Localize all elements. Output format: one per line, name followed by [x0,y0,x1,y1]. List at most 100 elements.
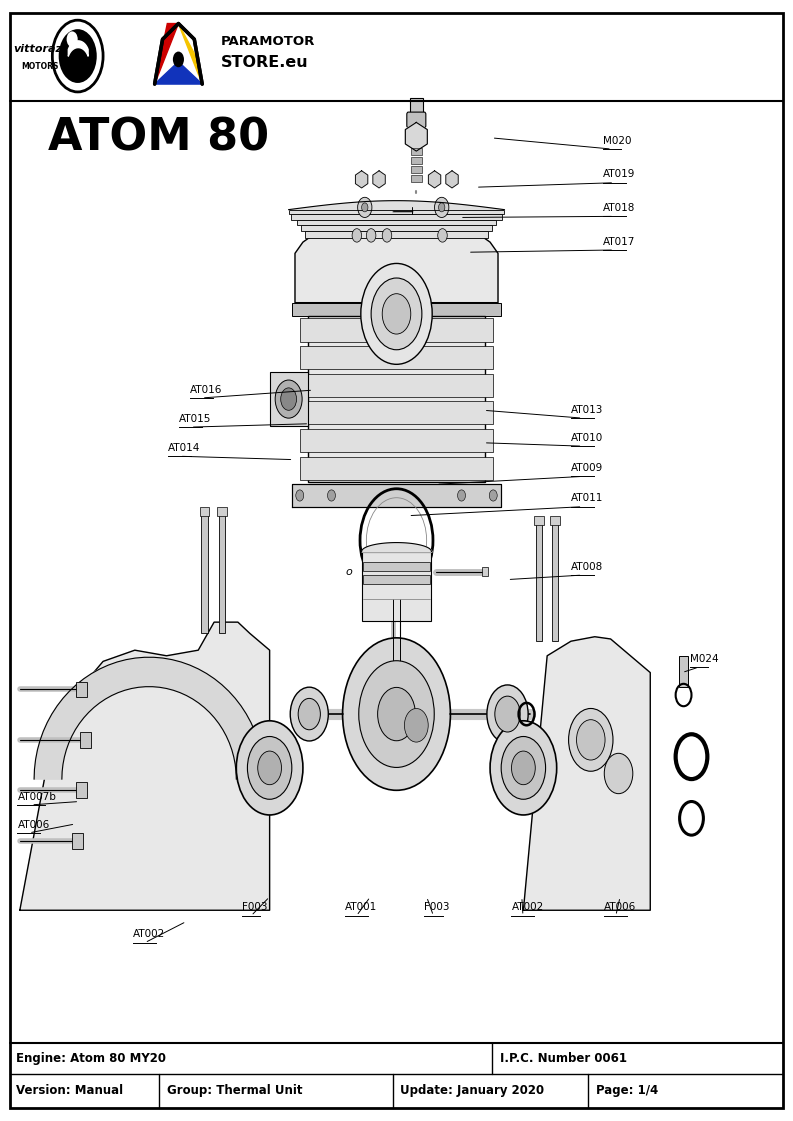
Bar [76,682,87,697]
Circle shape [404,708,428,742]
Circle shape [487,685,528,743]
Bar [363,562,430,571]
Circle shape [577,720,605,760]
Bar [679,656,688,687]
Text: AT009: AT009 [571,463,603,473]
Polygon shape [34,657,264,779]
Polygon shape [373,170,385,188]
Text: AT007b: AT007b [17,791,56,802]
Text: AT008: AT008 [571,562,603,572]
Text: Page: 1/4: Page: 1/4 [596,1084,658,1097]
Bar [10,1043,783,1108]
Text: AT006: AT006 [17,819,50,830]
Text: AT018: AT018 [603,203,635,213]
Polygon shape [295,238,498,303]
Text: F003: F003 [242,902,267,912]
Circle shape [458,490,465,501]
Text: AT002: AT002 [133,929,166,939]
Circle shape [495,696,520,732]
Circle shape [361,263,432,364]
Circle shape [362,203,368,212]
Polygon shape [405,122,427,151]
FancyBboxPatch shape [407,112,426,128]
Bar [291,214,502,220]
Bar [411,157,422,164]
Polygon shape [446,170,458,188]
Bar [305,231,488,238]
Bar [301,225,492,231]
Circle shape [358,660,435,768]
Text: ATOM 80: ATOM 80 [48,117,269,159]
Bar [76,782,87,798]
Text: Engine: Atom 80 MY20: Engine: Atom 80 MY20 [16,1051,166,1065]
Polygon shape [523,637,650,910]
Circle shape [569,708,613,771]
Text: PARAMOTOR: PARAMOTOR [220,35,315,48]
Bar [300,373,493,397]
Bar [411,148,422,155]
Circle shape [328,490,335,501]
Circle shape [377,687,416,741]
Circle shape [511,751,535,785]
Text: AT011: AT011 [571,493,603,503]
Text: M024: M024 [690,654,718,664]
Circle shape [382,229,392,242]
Polygon shape [20,622,270,910]
Circle shape [371,278,422,350]
Text: M020: M020 [603,136,631,146]
Bar [300,401,493,425]
Circle shape [352,229,362,242]
Polygon shape [155,24,178,84]
Text: STORE.eu: STORE.eu [220,55,308,71]
Text: AT006: AT006 [604,902,637,912]
Text: AT002: AT002 [511,902,544,912]
Bar [219,510,225,633]
Circle shape [281,388,297,410]
Circle shape [366,229,376,242]
Bar [410,98,423,118]
Bar [411,166,422,173]
Circle shape [258,751,282,785]
Bar [363,575,430,584]
Bar [362,552,431,621]
Text: AT016: AT016 [190,385,223,395]
Text: AT014: AT014 [168,443,201,453]
Bar [297,220,496,225]
Bar [534,516,544,525]
Text: I.P.C. Number 0061: I.P.C. Number 0061 [500,1051,626,1065]
Circle shape [490,721,557,815]
Bar [292,484,501,507]
Bar [552,518,558,641]
Bar [411,175,422,182]
Circle shape [489,490,497,501]
Text: o: o [346,567,352,576]
Text: AT015: AT015 [179,414,212,424]
Circle shape [501,736,546,799]
Circle shape [439,203,445,212]
Circle shape [247,736,292,799]
Circle shape [438,229,447,242]
Circle shape [298,698,320,730]
Bar [300,429,493,452]
Bar [550,516,560,525]
Bar [292,303,501,316]
Circle shape [236,721,303,815]
Circle shape [59,29,97,83]
Bar [270,372,308,426]
Text: AT001: AT001 [345,902,377,912]
Circle shape [382,294,411,334]
Text: vittorazi: vittorazi [13,45,66,54]
Text: AT017: AT017 [603,237,635,247]
Text: F003: F003 [424,902,450,912]
Polygon shape [428,170,441,188]
Bar [300,456,493,480]
Circle shape [290,687,328,741]
Text: Update: January 2020: Update: January 2020 [400,1084,545,1097]
Bar [217,507,227,516]
Bar [300,346,493,369]
Circle shape [358,197,372,217]
Bar [308,316,485,482]
Polygon shape [155,62,202,84]
Text: Group: Thermal Unit: Group: Thermal Unit [167,1084,302,1097]
Polygon shape [355,170,368,188]
